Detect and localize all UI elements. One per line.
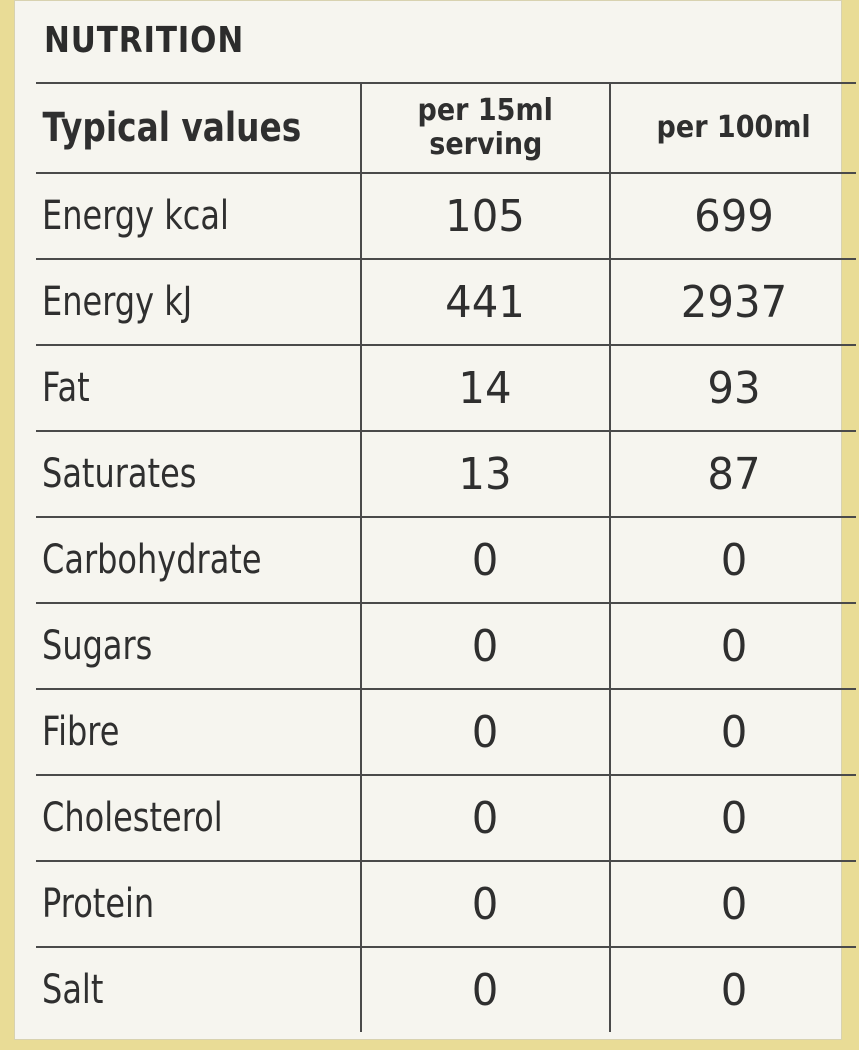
nutrient-name: Sugars	[42, 623, 153, 669]
per-100ml-value: 0	[720, 792, 747, 844]
table-row: Fibre 0 0	[36, 688, 856, 776]
per-100ml-cell: 93	[609, 344, 856, 432]
header-per-serving-line2: serving	[428, 127, 542, 162]
per-serving-cell: 0	[359, 516, 612, 604]
table-row: Salt 0 0	[36, 946, 856, 1032]
table-row: Protein 0 0	[36, 860, 856, 948]
nutrient-name-cell: Carbohydrate	[36, 516, 362, 604]
nutrient-name: Energy kcal	[42, 193, 229, 239]
per-100ml-cell: 0	[609, 688, 856, 776]
per-100ml-value: 87	[707, 448, 761, 500]
per-serving-cell: 0	[359, 946, 612, 1032]
nutrient-name-cell: Energy kJ	[36, 258, 362, 346]
per-serving-value: 0	[472, 964, 499, 1016]
per-serving-cell: 0	[359, 860, 612, 948]
per-100ml-cell: 87	[609, 430, 856, 518]
nutrient-name-cell: Sugars	[36, 602, 362, 690]
per-100ml-value: 699	[693, 190, 774, 242]
nutrition-table: Typical values per 15ml serving per 100m…	[36, 82, 856, 1032]
per-serving-value: 0	[472, 792, 499, 844]
header-per-serving-line1: per 15ml	[417, 93, 554, 128]
nutrient-name: Fibre	[42, 709, 120, 755]
per-100ml-cell: 699	[609, 172, 856, 260]
per-100ml-value: 0	[720, 534, 747, 586]
nutrient-name-cell: Protein	[36, 860, 362, 948]
nutrient-name-cell: Salt	[36, 946, 362, 1032]
per-100ml-cell: 0	[609, 516, 856, 604]
table-row: Sugars 0 0	[36, 602, 856, 690]
per-100ml-value: 0	[720, 706, 747, 758]
per-serving-value: 0	[472, 534, 499, 586]
per-serving-value: 0	[472, 620, 499, 672]
per-serving-value: 14	[458, 362, 513, 414]
nutrient-name: Saturates	[42, 451, 197, 497]
per-serving-cell: 441	[359, 258, 612, 346]
per-serving-value: 13	[458, 448, 513, 500]
per-serving-cell: 105	[359, 172, 612, 260]
per-100ml-cell: 0	[609, 774, 856, 862]
per-100ml-cell: 2937	[609, 258, 856, 346]
per-serving-cell: 0	[359, 688, 612, 776]
nutrient-name-cell: Cholesterol	[36, 774, 362, 862]
per-100ml-value: 0	[720, 620, 747, 672]
per-serving-cell: 0	[359, 774, 612, 862]
nutrient-name: Carbohydrate	[42, 537, 262, 583]
nutrient-name: Salt	[42, 967, 104, 1013]
nutrient-name: Fat	[42, 365, 90, 411]
nutrient-name: Cholesterol	[42, 795, 223, 841]
table-row: Cholesterol 0 0	[36, 774, 856, 862]
nutrient-name-cell: Fibre	[36, 688, 362, 776]
per-serving-value: 105	[445, 190, 526, 242]
table-row: Fat 14 93	[36, 344, 856, 432]
per-100ml-cell: 0	[609, 602, 856, 690]
nutrient-name-cell: Saturates	[36, 430, 362, 518]
header-per-100ml: per 100ml	[609, 82, 856, 174]
per-100ml-cell: 0	[609, 860, 856, 948]
nutrient-name-cell: Fat	[36, 344, 362, 432]
header-typical-values: Typical values	[36, 82, 362, 174]
nutrient-name: Protein	[42, 881, 155, 927]
table-header-row: Typical values per 15ml serving per 100m…	[36, 82, 856, 174]
header-per-100ml-label: per 100ml	[656, 110, 811, 145]
table-row: Carbohydrate 0 0	[36, 516, 856, 604]
per-serving-cell: 0	[359, 602, 612, 690]
per-serving-cell: 13	[359, 430, 612, 518]
per-100ml-cell: 0	[609, 946, 856, 1032]
per-100ml-value: 0	[720, 878, 747, 930]
per-serving-value: 0	[472, 878, 499, 930]
header-label: Typical values	[42, 105, 302, 151]
nutrient-name: Energy kJ	[42, 279, 193, 325]
nutrient-name-cell: Energy kcal	[36, 172, 362, 260]
per-serving-value: 0	[472, 706, 499, 758]
table-row: Saturates 13 87	[36, 430, 856, 518]
nutrition-label-panel: NUTRITION Typical values per 15ml servin…	[14, 0, 856, 1040]
table-row: Energy kJ 441 2937	[36, 258, 856, 346]
nutrition-title: NUTRITION	[44, 20, 245, 61]
per-100ml-value: 2937	[680, 276, 787, 328]
per-serving-cell: 14	[359, 344, 612, 432]
per-100ml-value: 93	[707, 362, 761, 414]
table-row: Energy kcal 105 699	[36, 172, 856, 260]
per-100ml-value: 0	[720, 964, 747, 1016]
header-per-serving: per 15ml serving	[359, 82, 612, 174]
per-serving-value: 441	[445, 276, 526, 328]
